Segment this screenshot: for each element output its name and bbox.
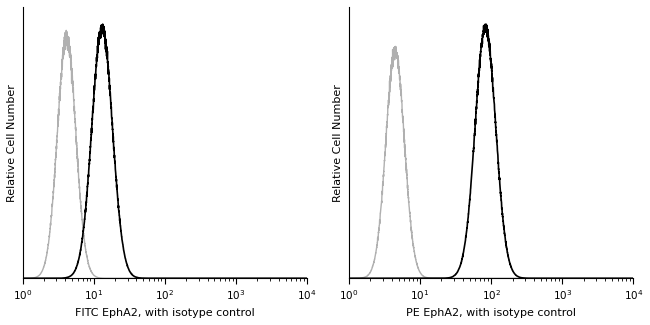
X-axis label: FITC EphA2, with isotype control: FITC EphA2, with isotype control (75, 308, 255, 318)
Y-axis label: Relative Cell Number: Relative Cell Number (333, 84, 343, 202)
Y-axis label: Relative Cell Number: Relative Cell Number (7, 84, 17, 202)
X-axis label: PE EphA2, with isotype control: PE EphA2, with isotype control (406, 308, 576, 318)
